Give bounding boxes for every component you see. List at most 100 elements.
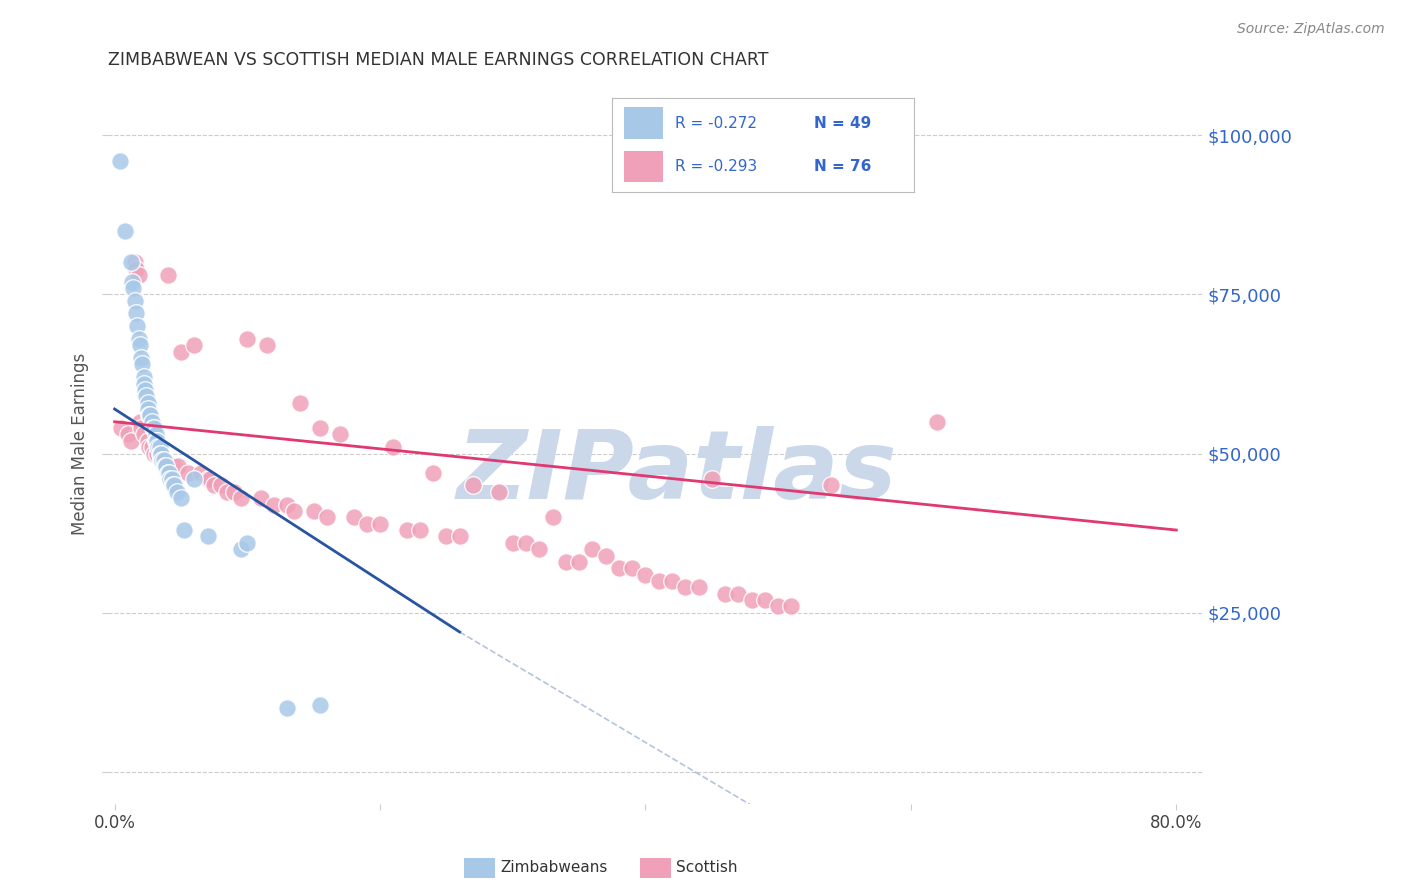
- Text: Scottish: Scottish: [676, 861, 738, 875]
- Point: [198, 472, 221, 486]
- Point: [581, 542, 603, 557]
- Point: [449, 529, 471, 543]
- Point: [146, 447, 169, 461]
- Y-axis label: Median Male Earnings: Median Male Earnings: [72, 353, 89, 535]
- Point: [132, 427, 155, 442]
- Point: [329, 427, 352, 442]
- Point: [152, 453, 174, 467]
- Point: [190, 466, 212, 480]
- Point: [156, 268, 179, 283]
- Point: [780, 599, 803, 614]
- Point: [150, 453, 173, 467]
- Point: [160, 472, 183, 486]
- Point: [283, 504, 305, 518]
- Point: [152, 453, 174, 467]
- Point: [108, 153, 131, 168]
- Point: [128, 338, 150, 352]
- Point: [276, 701, 298, 715]
- Point: [132, 376, 155, 391]
- Point: [541, 510, 564, 524]
- Point: [529, 542, 551, 557]
- Point: [461, 478, 484, 492]
- Point: [409, 523, 432, 537]
- Bar: [624, 108, 664, 139]
- Point: [568, 555, 591, 569]
- Text: N = 49: N = 49: [814, 116, 872, 131]
- Point: [302, 504, 325, 518]
- Point: [125, 306, 148, 320]
- Point: [153, 453, 176, 467]
- Point: [143, 447, 166, 461]
- Point: [395, 523, 418, 537]
- Text: R = -0.272: R = -0.272: [675, 116, 756, 131]
- Point: [766, 599, 789, 614]
- Point: [145, 434, 167, 448]
- Point: [156, 466, 179, 480]
- Point: [263, 498, 285, 512]
- Point: [688, 581, 710, 595]
- Point: [422, 466, 444, 480]
- Point: [183, 472, 205, 486]
- Point: [661, 574, 683, 588]
- Point: [124, 255, 146, 269]
- Point: [170, 344, 193, 359]
- Point: [136, 395, 159, 409]
- Point: [146, 434, 169, 448]
- Point: [150, 447, 173, 461]
- Point: [163, 459, 186, 474]
- Text: N = 76: N = 76: [814, 159, 872, 174]
- Point: [309, 698, 332, 713]
- Point: [209, 478, 232, 492]
- Point: [135, 389, 157, 403]
- Point: [276, 498, 298, 512]
- Point: [138, 409, 160, 423]
- Point: [157, 466, 180, 480]
- Point: [634, 567, 657, 582]
- Point: [382, 440, 405, 454]
- Bar: [624, 151, 664, 183]
- Point: [120, 434, 142, 448]
- Point: [128, 332, 150, 346]
- Text: R = -0.293: R = -0.293: [675, 159, 758, 174]
- Point: [134, 383, 156, 397]
- Text: Zimbabweans: Zimbabweans: [501, 861, 607, 875]
- Point: [167, 459, 190, 474]
- Point: [129, 351, 152, 365]
- Point: [217, 484, 239, 499]
- Point: [110, 421, 132, 435]
- Point: [141, 440, 163, 454]
- Point: [138, 440, 160, 454]
- Point: [249, 491, 271, 506]
- Point: [236, 536, 259, 550]
- Point: [554, 555, 576, 569]
- Point: [159, 472, 181, 486]
- Point: [309, 421, 332, 435]
- Point: [290, 395, 312, 409]
- Point: [648, 574, 671, 588]
- Point: [155, 459, 177, 474]
- Point: [117, 427, 139, 442]
- Point: [136, 402, 159, 417]
- Point: [229, 491, 252, 506]
- Point: [148, 440, 170, 454]
- Point: [236, 332, 259, 346]
- Point: [222, 484, 245, 499]
- Point: [131, 358, 153, 372]
- Point: [256, 338, 278, 352]
- Point: [229, 542, 252, 557]
- Point: [197, 472, 219, 486]
- Point: [621, 561, 644, 575]
- Point: [149, 447, 172, 461]
- Point: [434, 529, 457, 543]
- Point: [121, 275, 143, 289]
- Point: [142, 421, 165, 435]
- Point: [143, 421, 166, 435]
- Point: [127, 319, 149, 334]
- Point: [166, 484, 188, 499]
- Point: [754, 593, 776, 607]
- Point: [139, 409, 162, 423]
- Text: Source: ZipAtlas.com: Source: ZipAtlas.com: [1237, 22, 1385, 37]
- Point: [714, 587, 737, 601]
- Point: [316, 510, 339, 524]
- Point: [741, 593, 763, 607]
